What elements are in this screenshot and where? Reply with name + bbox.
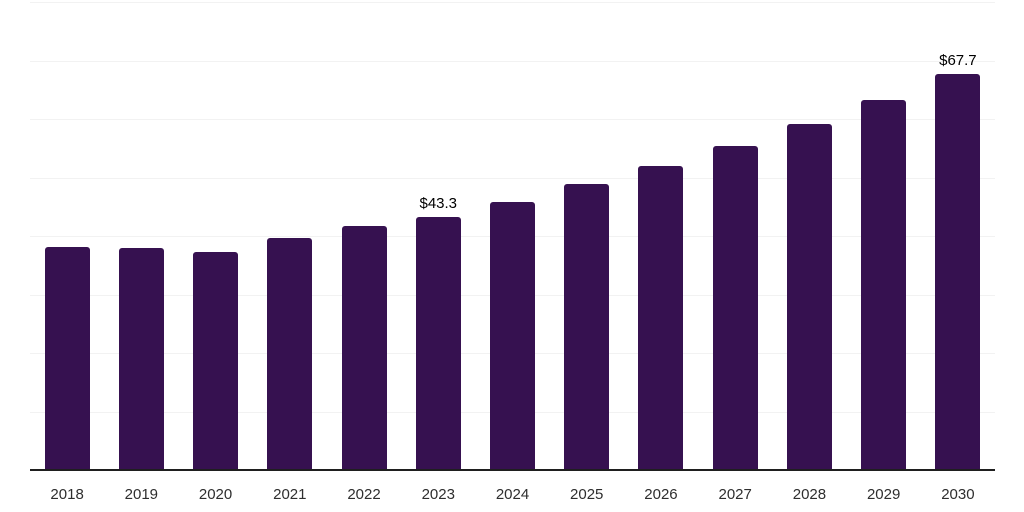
bar-2024 bbox=[490, 202, 535, 470]
x-tick-label-2019: 2019 bbox=[124, 486, 159, 503]
x-tick-label-2028: 2028 bbox=[792, 486, 827, 503]
bar-2022 bbox=[341, 226, 387, 470]
gridline-y60 bbox=[30, 119, 995, 120]
x-axis-line bbox=[30, 469, 995, 471]
x-tick-label-2021: 2021 bbox=[273, 486, 307, 503]
x-tick-label-2029: 2029 bbox=[866, 486, 901, 503]
bar-2027 bbox=[712, 146, 758, 470]
bar-2030 bbox=[935, 73, 981, 470]
x-tick-label-2018: 2018 bbox=[50, 486, 84, 503]
bar-2029 bbox=[861, 99, 907, 470]
bar-2018 bbox=[44, 247, 90, 470]
bar-2023 bbox=[415, 216, 461, 470]
gridline-y70 bbox=[30, 60, 995, 62]
bar-2026 bbox=[638, 165, 684, 470]
x-tick-label-2022: 2022 bbox=[347, 486, 381, 503]
gridline-y80 bbox=[30, 2, 995, 3]
bar-2019 bbox=[118, 247, 164, 470]
bar-2021 bbox=[267, 238, 313, 470]
x-tick-label-2025: 2025 bbox=[570, 486, 604, 503]
x-tick-label-2030: 2030 bbox=[941, 486, 975, 503]
x-tick-label-2023: 2023 bbox=[421, 486, 455, 503]
bar-2025 bbox=[564, 183, 610, 470]
x-tick-label-2020: 2020 bbox=[198, 486, 233, 503]
gridline-y50 bbox=[30, 177, 995, 179]
value-label-2023: $43.3 bbox=[419, 194, 458, 212]
bar-2020 bbox=[193, 252, 239, 470]
x-tick-label-2026: 2026 bbox=[644, 486, 678, 503]
bar-2028 bbox=[786, 124, 832, 470]
value-label-2030: $67.7 bbox=[939, 51, 977, 69]
x-tick-label-2024: 2024 bbox=[495, 486, 530, 503]
x-tick-label-2027: 2027 bbox=[718, 486, 752, 503]
